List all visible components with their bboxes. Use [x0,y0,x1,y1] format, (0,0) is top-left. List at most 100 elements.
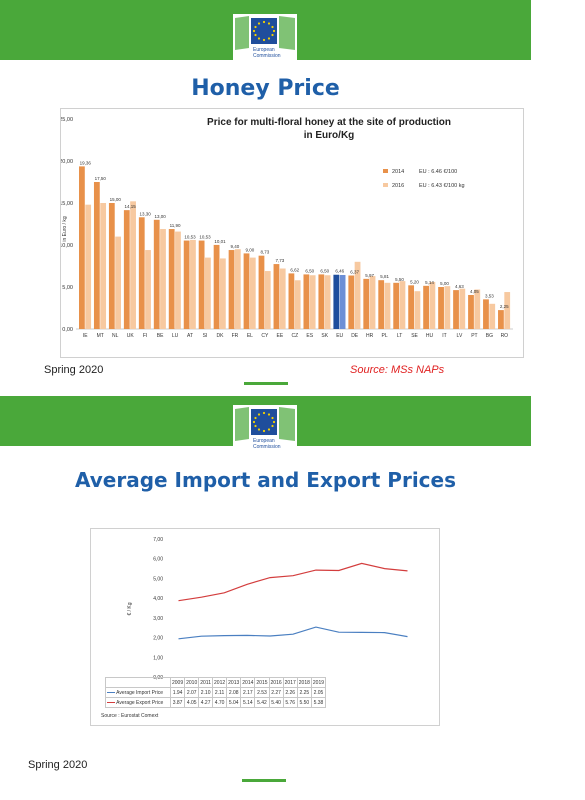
bar-2016-LU [175,231,181,329]
slide1-source: Source: MSs NAPs [350,364,445,376]
bar-data-label: 4,05 [470,289,479,294]
y-tick-label: 0,00 [62,327,73,333]
x-tick-label: AT [187,333,193,339]
x-tick-label: LU [172,333,179,339]
x-tick-label: ES [306,333,313,339]
x-tick-label: SE [411,333,418,339]
table-cell: 1.94 [169,687,186,698]
legend-label: 2014 [392,169,404,175]
x-tick-label: CY [261,333,269,339]
x-tick-label: BG [486,333,493,339]
x-tick-label: MT [97,333,104,339]
table-cell: 2.17 [240,687,256,698]
x-tick-label: EE [277,333,284,339]
slide2-source: Source : Eurostat Comext [101,713,159,719]
x-tick-label: SI [203,333,208,339]
bar-2016-MT [100,203,107,329]
bar-2014-SK [318,274,325,329]
table-cell: 2.11 [212,687,228,698]
legend-swatch-2016 [383,183,388,187]
bar-data-label: 8,73 [260,250,269,255]
table-cell: 5.42 [254,697,270,708]
y-tick-label: 25,00 [61,117,73,123]
bar-2014-MT [93,182,100,329]
line-average-import-price [178,626,408,640]
bar-data-label: 9,00 [246,247,255,252]
bar-data-label: 6,62 [290,267,299,272]
bar-data-label: 7,73 [275,258,284,263]
x-tick-label: DE [351,333,359,339]
bar-data-label: 4,63 [455,284,464,289]
legend-note: EU : 6.43 €/100 kg [419,183,465,189]
table-row-import: Average Import Price 1.94 2.07 2.10 2.11… [105,687,327,698]
bar-data-label: 10,01 [214,239,226,244]
bar-2016-PT [474,289,481,329]
bar-2016-NL [115,236,122,329]
bar-2014-LT [393,282,400,329]
x-tick-label: EU [336,333,343,339]
slide1-title: Honey Price [191,76,340,101]
x-tick-label: HR [366,333,374,339]
table-cell: 4.70 [212,697,228,708]
chart-title-line: in Euro/Kg [304,130,355,141]
bar-2016-DE [354,261,361,329]
table-cell: 5.04 [226,697,242,708]
bar-data-label: 10,53 [199,235,211,240]
y-tick-label: 20,00 [61,159,73,165]
bar-2016-EL [249,257,256,329]
bar-2014-UK [123,210,130,329]
bar-2016-DK [219,258,226,329]
legend-note: EU : 6.46 €/100 [419,169,457,175]
honey-price-bar-chart: Price for multi-floral honey at the site… [59,117,513,339]
slide2-green-dash [242,779,286,782]
x-tick-label: LT [397,333,402,339]
slide2-logo-text-2: Commission [253,444,281,450]
table-series-label: Average Export Price [105,697,171,708]
bar-2014-EE [273,264,280,329]
table-cell: 5.40 [268,697,284,708]
table-year: 2018 [296,677,312,688]
slide1-green-dash [244,382,288,385]
bar-2014-AT [183,240,190,329]
legend-swatch-2014 [383,169,388,173]
ec-logo-icon [235,16,295,50]
table-cell: 2.10 [198,687,214,698]
bar-data-label: 6,37 [350,269,359,274]
slide2-ec-logo: European Commission [233,405,297,453]
bar-2016-FI [145,250,151,329]
slide1-logo-text-2: Commission [253,53,281,59]
x-tick-label: DK [216,333,224,339]
bar-2016-RO [504,292,511,329]
bar-2016-BG [489,303,496,329]
bar-data-label: 15,00 [110,197,122,202]
bar-2016-IE [85,204,92,329]
x-tick-label: FI [143,333,147,339]
x-tick-label: PL [382,333,388,339]
y-tick-label: 5,00 [62,285,73,291]
bar-2016-FR [234,249,241,329]
bar-data-label: 14,15 [125,204,137,209]
x-tick-label: LV [457,333,463,339]
y-tick-label: 3,00 [153,616,163,622]
bar-2014-EU [333,274,340,329]
y-tick-label: 6,00 [153,557,163,563]
table-year: 2017 [282,677,298,688]
bar-2014-SI [198,240,205,329]
bar-2014-LV [453,290,459,329]
bar-2016-BE [160,229,166,329]
slide2-title: Average Import and Export Prices [74,468,456,492]
table-year: 2013 [226,677,242,688]
legend-label: 2016 [392,183,404,189]
bar-data-label: 3,53 [485,293,494,298]
table-cell: 4.27 [198,697,214,708]
table-corner [105,677,171,688]
table-year: 2015 [254,677,270,688]
bar-2016-AT [190,239,196,329]
bar-2016-ES [309,275,316,329]
bar-2014-CZ [288,273,295,329]
slide1-logo-text-1: European [253,47,275,53]
table-cell: 5.50 [296,697,312,708]
bar-2016-LV [459,288,466,329]
bar-data-label: 9,40 [231,244,240,249]
bar-2014-FR [228,250,235,329]
